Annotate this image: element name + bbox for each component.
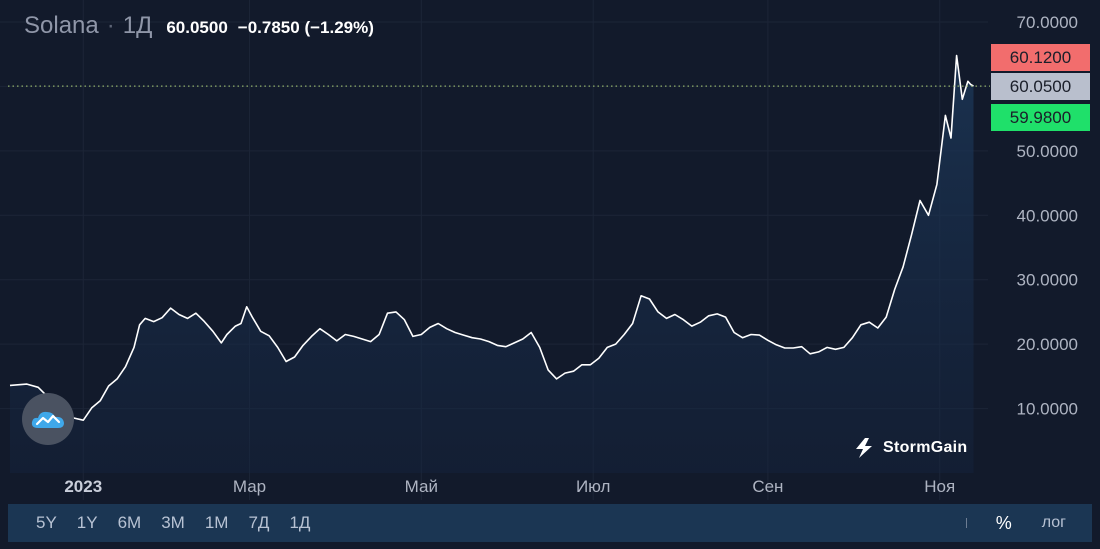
chart-logo[interactable] (22, 393, 74, 445)
range-5y-button[interactable]: 5Y (36, 513, 57, 532)
stormgain-brand: StormGain (853, 437, 968, 459)
x-tick-label: Сен (752, 477, 783, 496)
brand-name: StormGain (883, 439, 968, 456)
price-area-fill (10, 55, 974, 473)
y-tick-label: 30.0000 (1017, 271, 1078, 290)
log-scale-button[interactable]: лог (1041, 514, 1066, 531)
interval-label: 1Д (122, 12, 153, 39)
x-tick-label: Июл (576, 477, 611, 496)
y-tick-label: 40.0000 (1017, 206, 1078, 225)
x-tick-label: Май (405, 477, 438, 496)
symbol-name: Solana (24, 12, 99, 39)
price-line (9, 54, 974, 421)
scale-options: % лог (982, 504, 1092, 542)
stormgain-logo-icon (856, 438, 872, 458)
toolbar-divider (966, 518, 967, 528)
range-7d-button[interactable]: 7Д (248, 513, 270, 532)
y-tick-label: 20.0000 (1017, 335, 1078, 354)
range-6m-button[interactable]: 6M (117, 513, 142, 532)
bid-price-tag: 59.9800 (991, 104, 1090, 131)
price-change: −0.7850 (−1.29%) (237, 18, 374, 37)
range-1m-button[interactable]: 1M (204, 513, 229, 532)
cloud-chart-icon (31, 411, 64, 428)
last-price-tag: 60.0500 (991, 73, 1090, 100)
x-tick-label: Ноя (924, 477, 955, 496)
header-separator: · (106, 12, 115, 39)
ask-price-tag: 60.1200 (991, 44, 1090, 71)
y-tick-label: 10.0000 (1017, 400, 1078, 419)
range-3m-button[interactable]: 3M (161, 513, 185, 532)
current-price: 60.0500 (166, 18, 228, 37)
y-tick-label: 70.0000 (1017, 13, 1078, 32)
range-toolbar: 5Y 1Y 6M 3M 1M 7Д 1Д % лог (8, 504, 1092, 542)
chart-header: Solana · 1Д 60.0500 −0.7850 (−1.29%) (24, 12, 374, 40)
range-1d-button[interactable]: 1Д (289, 513, 311, 532)
y-tick-label: 50.0000 (1017, 142, 1078, 161)
x-tick-label: 2023 (64, 477, 102, 496)
x-tick-label: Мар (233, 477, 266, 496)
range-1y-button[interactable]: 1Y (76, 513, 98, 532)
percent-scale-button[interactable]: % (995, 512, 1012, 533)
